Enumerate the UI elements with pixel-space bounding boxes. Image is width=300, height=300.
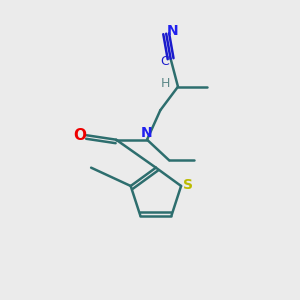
Text: N: N (167, 24, 178, 38)
Text: S: S (183, 178, 193, 191)
Text: O: O (74, 128, 87, 143)
Text: N: N (141, 126, 153, 140)
Text: C: C (160, 55, 169, 68)
Text: H: H (161, 77, 170, 90)
